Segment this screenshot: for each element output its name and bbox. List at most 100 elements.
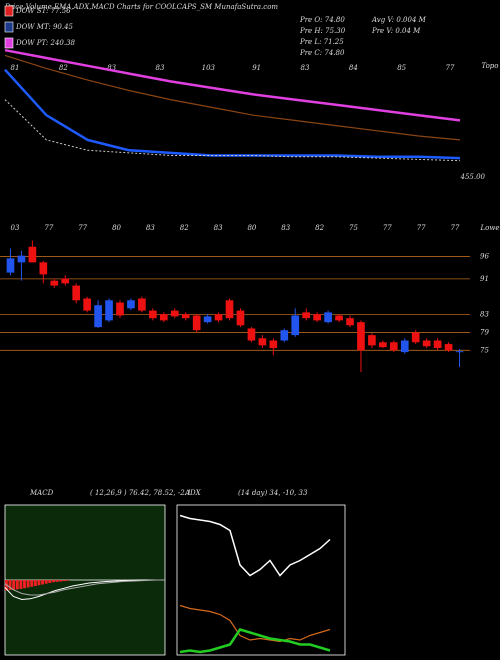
candle-body: [159, 314, 168, 321]
candle-body: [127, 300, 135, 309]
panel-background: [176, 504, 346, 656]
annotation: Topo: [481, 62, 498, 70]
annotation: 455.00: [460, 173, 486, 181]
x-tick-label: 80: [247, 224, 256, 232]
x-tick-label: 85: [397, 64, 406, 72]
x-tick-label: 03: [11, 224, 20, 232]
series-line: [4, 579, 165, 596]
panel-subtitle: (14 day) 34, -10, 33: [238, 489, 308, 497]
x-tick-label: 83: [301, 64, 310, 72]
candle-body: [324, 312, 332, 323]
candle-body: [280, 330, 289, 341]
y-tick-label: 83: [480, 311, 489, 319]
histogram-bar: [41, 580, 44, 585]
x-tick-label: 80: [112, 224, 121, 232]
candle-body: [422, 340, 431, 347]
x-tick-label: 103: [202, 64, 216, 72]
x-tick-label: 83: [107, 64, 116, 72]
series-line: [4, 579, 165, 601]
info-text: Pre V: 0.04 M: [371, 27, 421, 35]
candle-body: [181, 314, 190, 319]
candle-body: [28, 246, 37, 263]
y-tick-label: 91: [480, 275, 489, 283]
histogram-bar: [37, 580, 41, 586]
histogram-bar: [26, 580, 30, 588]
histogram-bar: [55, 580, 59, 582]
candle-body: [170, 310, 179, 317]
histogram-bar: [44, 580, 48, 584]
info-text: Pre C: 74.80: [299, 49, 345, 57]
candle-body: [433, 340, 442, 349]
annotation: Lowe: [480, 224, 500, 232]
panel-title: MACD: [29, 489, 54, 497]
histogram-bar: [15, 580, 19, 590]
histogram-bar: [8, 580, 12, 591]
x-tick-label: 83: [214, 224, 223, 232]
candle-body: [335, 315, 343, 321]
info-text: Pre O: 74.80: [299, 16, 345, 24]
histogram-bar: [33, 580, 37, 586]
candle-body: [214, 314, 223, 321]
x-tick-label: 77: [78, 224, 87, 232]
histogram-bar: [30, 580, 34, 587]
candle-body: [72, 285, 81, 301]
candle-body: [149, 310, 157, 319]
legend-label: DOW PT: 240.38: [15, 39, 76, 47]
series-line: [179, 514, 331, 577]
candle-body: [6, 258, 15, 273]
histogram-bar: [23, 580, 26, 589]
candle-body: [302, 312, 311, 319]
series-line: [179, 604, 331, 643]
panel-title: ADX: [184, 489, 202, 497]
histogram-bar: [62, 580, 66, 582]
legend-swatch: [4, 5, 14, 17]
x-tick-label: 77: [417, 224, 426, 232]
series-line: [179, 628, 331, 654]
candle-body: [39, 262, 48, 275]
x-tick-label: 82: [59, 64, 68, 72]
candle-body: [203, 316, 212, 323]
series-line: [4, 48, 461, 122]
candle-body: [138, 298, 146, 311]
x-tick-label: 82: [180, 224, 189, 232]
x-tick-label: 83: [281, 224, 290, 232]
candle-body: [50, 280, 59, 286]
legend-swatch: [4, 37, 14, 49]
candle-body: [269, 340, 278, 349]
x-tick-label: 84: [349, 64, 358, 72]
histogram-bar: [19, 580, 23, 589]
legend-label: DOW ST: 77.56: [15, 7, 71, 15]
legend-swatch: [4, 21, 14, 33]
candle-body: [94, 305, 102, 328]
x-tick-label: 77: [446, 64, 455, 72]
histogram-bar: [51, 580, 55, 583]
candle-body: [83, 298, 91, 311]
candle-body: [291, 315, 300, 336]
x-tick-label: 77: [44, 224, 53, 232]
histogram-bar: [59, 580, 63, 582]
series-line: [4, 54, 461, 141]
candle-body: [411, 332, 420, 343]
x-tick-label: 83: [146, 224, 155, 232]
histogram-bar: [12, 580, 16, 590]
info-text: Pre H: 75.30: [299, 27, 346, 35]
x-tick-label: 75: [349, 224, 358, 232]
x-tick-label: 82: [315, 224, 324, 232]
candle-body: [455, 351, 464, 353]
candle-body: [400, 340, 409, 353]
histogram-bar: [66, 580, 70, 581]
candle-body: [236, 310, 245, 326]
candle-body: [444, 344, 453, 351]
candle-body: [105, 300, 113, 321]
candle-body: [346, 318, 354, 326]
x-tick-label: 81: [11, 64, 20, 72]
y-tick-label: 79: [480, 328, 489, 336]
candle-body: [379, 342, 387, 348]
panel-subtitle: ( 12,26,9 ) 76.42, 78.52, -2.1: [90, 489, 191, 497]
candle-body: [192, 315, 201, 331]
x-tick-label: 83: [156, 64, 165, 72]
histogram-bar: [48, 580, 52, 583]
page-title: Price,Volume,EMA,ADX,MACD Charts for COO…: [4, 3, 278, 11]
y-tick-label: 96: [480, 253, 489, 261]
